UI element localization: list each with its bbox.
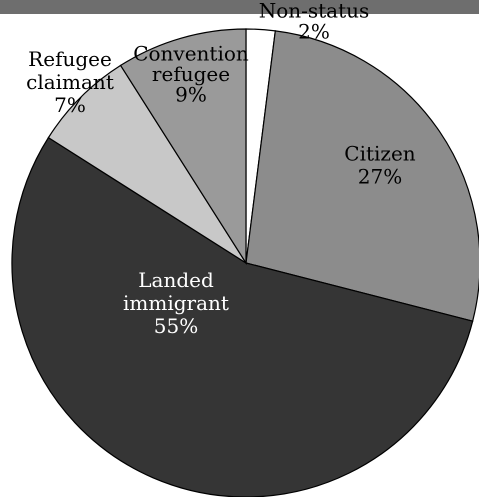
pie-slice-landed-immigrant	[11, 136, 474, 497]
slice-label-line: claimant	[26, 70, 114, 94]
slice-label-line: refugee	[152, 62, 230, 86]
slice-label-line: Landed	[138, 268, 214, 292]
top-border-bar	[0, 0, 479, 14]
pie-slice-convention-refugee	[119, 28, 247, 266]
slice-value: 27%	[358, 165, 402, 189]
slice-label-convention-refugee: Convention refugee 9%	[133, 41, 249, 106]
slice-value: 7%	[54, 93, 86, 117]
pie-labels: Non-status 2% Citizen 27% Landed immigrant 55%…	[26, 0, 416, 338]
slice-label-line: Citizen	[344, 142, 416, 166]
pie-slice-refugee-claimant	[47, 64, 247, 264]
slice-value: 2%	[298, 19, 330, 43]
slice-label-citizen: Citizen 27%	[344, 142, 416, 189]
slice-label-line: Refugee	[28, 47, 112, 71]
pie-slice-citizen	[245, 30, 479, 322]
slice-label-landed-immigrant: Landed immigrant 55%	[123, 268, 229, 338]
slice-value: 55%	[154, 314, 198, 338]
slice-value: 9%	[175, 83, 207, 107]
slice-label-line: Convention	[133, 41, 249, 65]
slice-label-refugee-claimant: Refugee claimant 7%	[26, 47, 114, 117]
pie-slices	[11, 28, 479, 497]
slice-label-line: immigrant	[123, 291, 229, 315]
slice-label-non-status: Non-status 2%	[259, 0, 370, 43]
slice-label-line: Non-status	[259, 0, 370, 23]
